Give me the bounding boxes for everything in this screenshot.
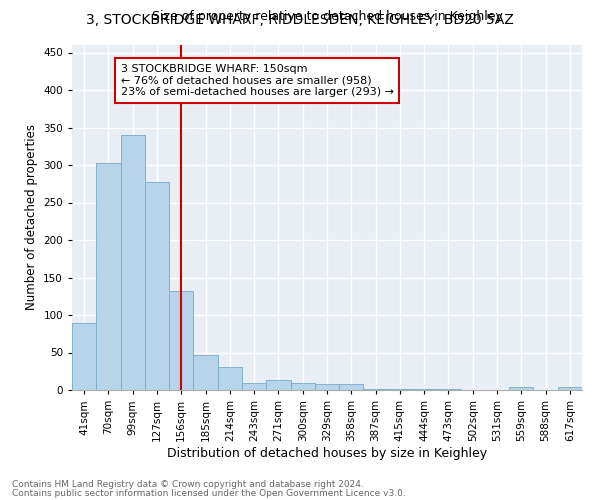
X-axis label: Distribution of detached houses by size in Keighley: Distribution of detached houses by size … <box>167 446 487 460</box>
Bar <box>218 367 242 390</box>
Bar <box>96 163 121 390</box>
Bar <box>145 182 169 390</box>
Bar <box>290 382 315 390</box>
Bar <box>558 387 582 390</box>
Text: 3 STOCKBRIDGE WHARF: 150sqm
← 76% of detached houses are smaller (958)
23% of se: 3 STOCKBRIDGE WHARF: 150sqm ← 76% of det… <box>121 64 394 97</box>
Bar <box>72 322 96 390</box>
Bar <box>169 291 193 390</box>
Bar <box>339 384 364 390</box>
Bar <box>436 389 461 390</box>
Bar <box>388 388 412 390</box>
Bar <box>509 387 533 390</box>
Bar <box>266 380 290 390</box>
Text: 3, STOCKBRIDGE WHARF, RIDDLESDEN, KEIGHLEY, BD20 5AZ: 3, STOCKBRIDGE WHARF, RIDDLESDEN, KEIGHL… <box>86 12 514 26</box>
Bar <box>193 355 218 390</box>
Bar <box>412 388 436 390</box>
Title: Size of property relative to detached houses in Keighley: Size of property relative to detached ho… <box>152 10 502 23</box>
Bar <box>121 135 145 390</box>
Y-axis label: Number of detached properties: Number of detached properties <box>25 124 38 310</box>
Bar <box>315 384 339 390</box>
Bar <box>364 388 388 390</box>
Bar <box>242 382 266 390</box>
Text: Contains HM Land Registry data © Crown copyright and database right 2024.: Contains HM Land Registry data © Crown c… <box>12 480 364 489</box>
Text: Contains public sector information licensed under the Open Government Licence v3: Contains public sector information licen… <box>12 488 406 498</box>
